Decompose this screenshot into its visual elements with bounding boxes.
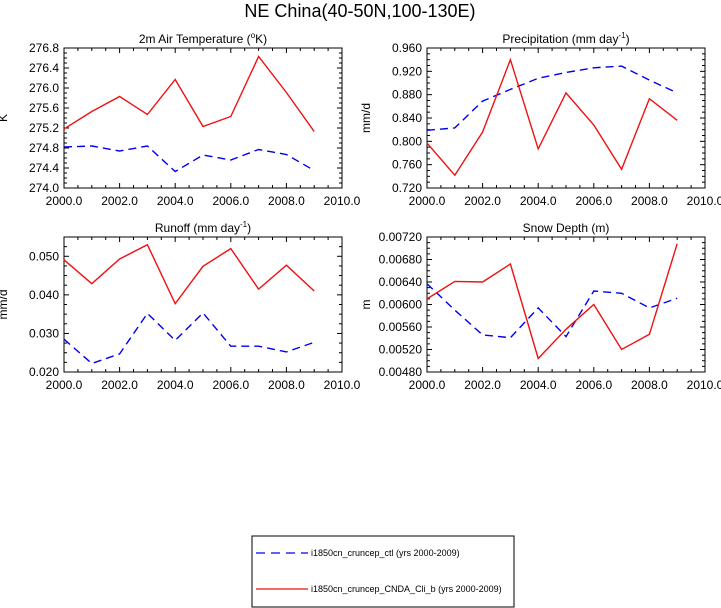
y-tick-label: 274.8 [29,141,59,155]
series-line-cnda [63,243,315,306]
series-line-cnda [426,57,678,177]
chart-panel-2: Runoff (mm day-1) mm/d 2000.0 2002.0 2004.0 2… [0,220,361,392]
y-tick-label: 0.050 [29,249,59,263]
series-line-cnda [63,55,315,132]
x-tick-label: 2006.0 [212,194,249,208]
y-tick-label: 0.800 [392,134,422,148]
y-tick-label: 0.880 [392,88,422,102]
x-tick-label: 2004.0 [157,378,194,392]
y-tick-label: 0.00560 [379,320,423,334]
chart-panel-1: Precipitation (mm day-1) mm/d 2000.0 2002.0… [359,31,721,208]
plot-frame [426,236,706,373]
x-tick-label: 2008.0 [631,378,668,392]
x-tick-label: 2010.0 [324,378,361,392]
series-line-ctl [426,283,678,339]
x-tick-label: 2006.0 [575,194,612,208]
y-tick-label: 0.00720 [379,230,423,244]
x-tick-label: 2000.0 [46,194,83,208]
y-tick-label: 0.040 [29,288,59,302]
x-tick-label: 2010.0 [687,378,721,392]
series-line-ctl [426,65,678,131]
legend-label-ctl: i1850cn_cruncep_ctl (yrs 2000-2009) [311,548,460,558]
y-tick-label: 0.840 [392,111,422,125]
y-axis-label: K [0,114,10,122]
plot-frame [63,236,343,373]
legend-box [251,535,515,608]
x-tick-label: 2002.0 [101,378,138,392]
panel-title: Runoff (mm day-1) [155,220,251,235]
y-tick-label: 0.00640 [379,275,423,289]
y-tick-label: 0.020 [29,365,59,379]
x-tick-label: 2004.0 [157,194,194,208]
x-tick-label: 2010.0 [324,194,361,208]
y-tick-label: 274.4 [29,161,59,175]
main-title: NE China(40-50N,100-130E) [244,1,475,21]
x-tick-label: 2004.0 [520,378,557,392]
x-tick-label: 2000.0 [46,378,83,392]
panel-title: Snow Depth (m) [523,221,610,235]
series-line-ctl [63,311,315,365]
panel-title: Precipitation (mm day-1) [502,31,629,46]
y-tick-label: 0.720 [392,181,422,195]
y-tick-label: 0.760 [392,158,422,172]
series-line-cnda [426,243,678,360]
y-axis-label: mm/d [359,103,373,133]
y-axis-label: mm/d [0,290,10,320]
y-tick-label: 0.00480 [379,365,423,379]
x-tick-label: 2008.0 [631,194,668,208]
series-line-ctl [63,145,315,173]
x-tick-label: 2004.0 [520,194,557,208]
y-tick-label: 0.960 [392,41,422,55]
x-tick-label: 2008.0 [268,194,305,208]
x-tick-label: 2010.0 [687,194,721,208]
x-tick-label: 2008.0 [268,378,305,392]
plot-frame [63,47,343,189]
y-axis-label: m [359,300,373,310]
panel-title: 2m Air Temperature (oK) [139,31,267,46]
y-tick-label: 0.00520 [379,343,423,357]
panels: 2m Air Temperature (oK) K 2000.0 2002.0 2004… [0,31,721,392]
x-tick-label: 2002.0 [464,378,501,392]
y-tick-label: 275.6 [29,101,59,115]
y-tick-label: 276.4 [29,61,59,75]
legend: i1850cn_cruncep_ctl (yrs 2000-2009) i185… [251,535,515,608]
chart-panel-3: Snow Depth (m) m 2000.0 2002.0 2004.0 2006.0 2… [359,221,721,392]
x-tick-label: 2002.0 [464,194,501,208]
y-tick-label: 0.00600 [379,298,423,312]
y-tick-label: 275.2 [29,121,59,135]
x-tick-label: 2006.0 [212,378,249,392]
chart-panel-0: 2m Air Temperature (oK) K 2000.0 2002.0 2004… [0,31,361,208]
x-tick-label: 2000.0 [409,194,446,208]
y-tick-label: 276.8 [29,41,59,55]
y-tick-label: 0.030 [29,326,59,340]
x-tick-label: 2006.0 [575,378,612,392]
plot-frame [426,47,706,189]
y-tick-label: 0.920 [392,64,422,78]
x-tick-label: 2000.0 [409,378,446,392]
y-tick-label: 274.0 [29,181,59,195]
legend-label-cnda: i1850cn_cruncep_CNDA_Cli_b (yrs 2000-200… [311,584,502,594]
y-tick-label: 276.0 [29,81,59,95]
x-tick-label: 2002.0 [101,194,138,208]
y-tick-label: 0.00680 [379,253,423,267]
